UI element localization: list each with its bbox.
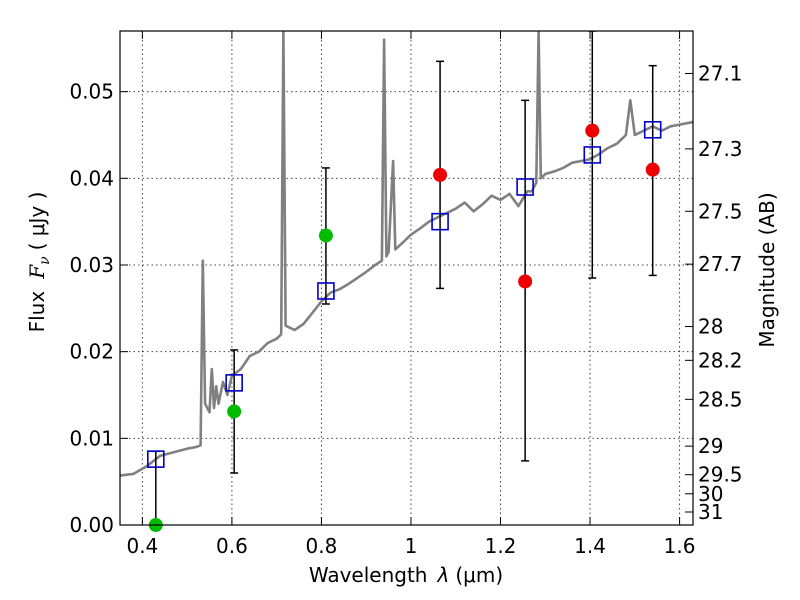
y2-axis-title: Magnitude (AB): [755, 192, 779, 347]
y2-tick-label: 30: [698, 482, 723, 506]
tick-labels: 0.4 0.6 0.8 1 1.2 1.4 1.6 0.00 0.01 0.02 0.03 0.04 0…: [69, 61, 742, 558]
y2-tick-label: 28.2: [698, 348, 743, 372]
y-tick-label: 0.02: [69, 340, 114, 364]
observed-point: [318, 228, 333, 243]
y2-tick-label: 31: [698, 500, 723, 524]
observed-point: [518, 274, 533, 289]
model-square: [317, 282, 335, 300]
y2-tick-label: 29.5: [698, 463, 743, 487]
y2-tick-label: 29: [698, 434, 723, 458]
point-layer: [147, 121, 662, 532]
y-tick-label: 0.01: [69, 426, 114, 450]
model-square: [225, 374, 243, 392]
x-tick-label: 0.6: [216, 534, 248, 558]
y-tick-label: 0.03: [69, 253, 114, 277]
error-bar-layer: [151, 31, 657, 525]
y-tick-label: 0.05: [69, 80, 114, 104]
model-square: [643, 121, 662, 139]
spectrum-layer: [120, 31, 693, 477]
ticks: [120, 31, 693, 526]
x-tick-label: 1.2: [485, 534, 517, 558]
model-square: [431, 212, 449, 231]
observed-point: [645, 162, 660, 177]
x-tick-label: 1.4: [574, 534, 606, 558]
model-square: [147, 450, 165, 468]
y-axis-title: FluxFν( μJy ): [25, 192, 53, 333]
y-tick-label: 0.04: [69, 166, 114, 190]
observed-point: [227, 404, 242, 419]
model-square: [516, 178, 534, 196]
y2-tick-label: 27.7: [698, 252, 743, 276]
x-tick-label: 1.6: [664, 534, 696, 558]
plot-frame: [119, 30, 694, 526]
observed-point: [433, 167, 448, 182]
x-tick-label: 0.8: [306, 534, 338, 558]
x-axis-title: Wavelength λ (μm): [309, 563, 503, 587]
y2-tick-label: 28: [698, 315, 723, 339]
y-tick-label: 0.00: [69, 513, 114, 537]
observed-point: [585, 123, 600, 138]
y2-tick-label: 27.5: [698, 199, 743, 223]
model-square: [583, 146, 602, 164]
x-tick-label: 0.4: [126, 534, 158, 558]
grid: [120, 31, 693, 526]
spectrum-line: [120, 31, 693, 477]
y2-tick-label: 27.3: [698, 137, 743, 161]
y2-tick-label: 27.1: [698, 61, 743, 85]
x-tick-label: 1: [405, 534, 418, 558]
y2-tick-label: 28.5: [698, 387, 743, 411]
